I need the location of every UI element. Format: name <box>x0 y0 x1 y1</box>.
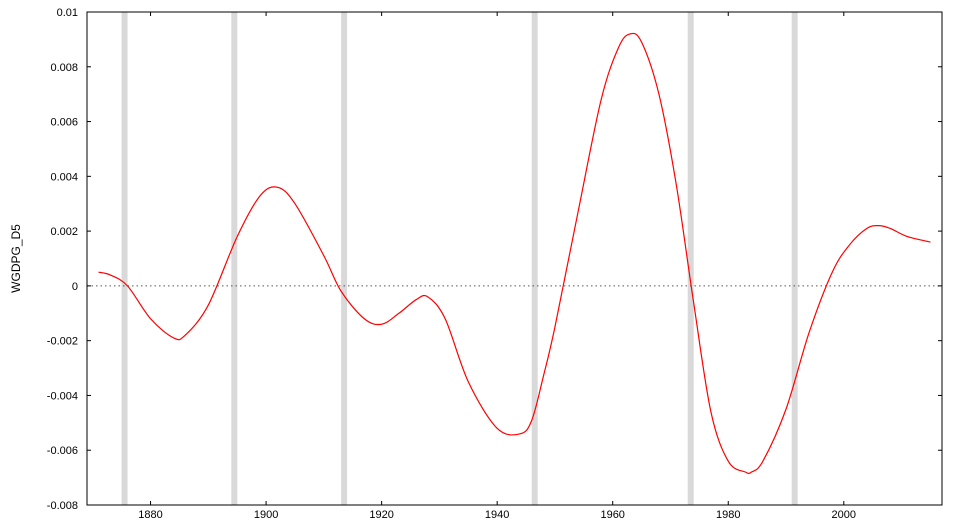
y-tick-label: 0.004 <box>50 171 78 183</box>
x-tick-label: 1960 <box>600 509 624 521</box>
series-line <box>98 32 931 475</box>
shaded-band-4 <box>531 12 538 505</box>
y-axis-label: WGDPG_D5 <box>9 224 23 293</box>
x-axis: 1880 1900 1920 1940 1960 1980 2000 <box>138 12 856 521</box>
y-axis: -0.008 -0.006 -0.004 -0.002 0 0.002 0.004 0.006… <box>47 7 942 512</box>
y-tick-label: 0.008 <box>50 62 78 74</box>
x-tick-label: 2000 <box>832 509 856 521</box>
y-tick-label: -0.006 <box>47 445 78 457</box>
shaded-bands <box>121 12 798 505</box>
x-tick-label: 1880 <box>138 509 162 521</box>
shaded-band-6 <box>791 12 798 505</box>
y-tick-label: 0.01 <box>57 7 78 19</box>
shaded-band-5 <box>687 12 694 505</box>
y-tick-label: 0 <box>72 281 78 293</box>
shaded-band-1 <box>121 12 128 505</box>
x-tick-label: 1900 <box>254 509 278 521</box>
y-tick-label: 0.002 <box>50 226 78 238</box>
x-tick-label: 1920 <box>369 509 393 521</box>
shaded-band-3 <box>341 12 348 505</box>
y-tick-label: -0.004 <box>47 390 78 402</box>
x-tick-label: 1980 <box>716 509 740 521</box>
shaded-band-2 <box>231 12 238 505</box>
y-tick-label: -0.002 <box>47 336 78 348</box>
y-tick-label: 0.006 <box>50 117 78 129</box>
y-tick-label: -0.008 <box>47 500 78 512</box>
x-tick-label: 1940 <box>485 509 509 521</box>
plot-frame <box>86 11 943 506</box>
